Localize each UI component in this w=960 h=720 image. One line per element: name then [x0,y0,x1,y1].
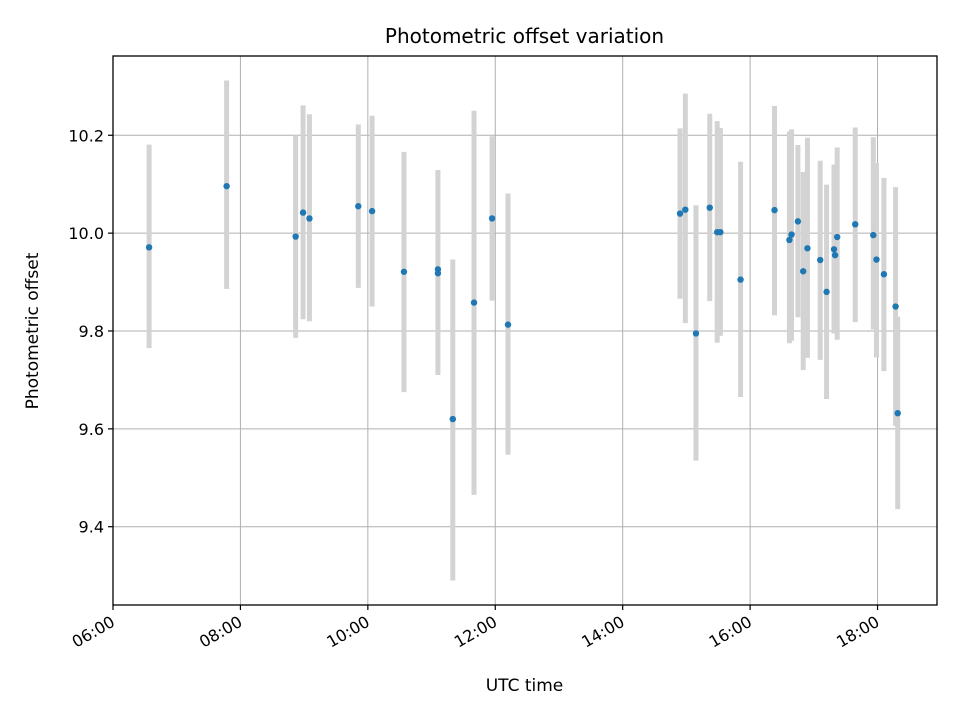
data-point [894,409,901,417]
data-point [771,206,778,214]
data-point [682,206,689,213]
data-points [145,182,901,423]
y-axis-ticks: 9.4 9.6 9.8 10.0 10.2 [68,126,113,537]
data-point [804,245,811,252]
data-point [870,231,877,239]
y-tick-label: 9.8 [79,322,104,341]
data-point [816,256,824,264]
data-point [292,233,299,240]
data-point [145,244,153,251]
data-point [299,209,307,216]
data-point [368,207,376,215]
x-tick-label: 10:00 [323,612,372,652]
y-tick-label: 10.0 [68,224,104,243]
y-axis-label: Photometric offset [23,252,43,409]
data-point [355,203,362,210]
data-point [504,321,512,328]
data-point [873,256,880,263]
data-point [449,415,456,423]
x-tick-label: 18:00 [833,612,882,652]
data-point [892,303,899,310]
x-axis-ticks: 06:00 08:00 10:00 12:00 14:00 16:00 18:00 [69,605,883,652]
x-tick-label: 14:00 [578,612,627,652]
data-point [488,215,496,222]
data-point [717,228,724,236]
data-point [831,251,839,259]
data-point [833,233,841,241]
data-point [676,210,684,217]
y-tick-label: 9.4 [79,518,104,537]
data-point [692,330,700,337]
data-point [737,276,744,283]
data-point [470,299,478,306]
data-point [880,271,888,278]
data-point [434,270,442,277]
grid [112,56,937,605]
x-tick-label: 12:00 [451,612,500,652]
data-point [706,204,713,211]
y-tick-label: 10.2 [68,126,104,145]
data-point [306,215,313,222]
chart-title: Photometric offset variation [385,24,664,48]
y-tick-label: 9.6 [79,420,104,439]
data-point [830,246,838,253]
x-tick-label: 08:00 [196,612,245,652]
data-point [794,218,802,225]
data-point [852,221,859,228]
data-point [788,231,795,238]
data-point [223,182,230,190]
data-point [786,236,793,244]
data-point [400,268,408,275]
x-tick-label: 06:00 [69,612,118,652]
x-axis-label: UTC time [486,676,564,696]
data-point [800,268,807,275]
data-point [823,288,830,296]
x-tick-label: 16:00 [706,612,755,652]
